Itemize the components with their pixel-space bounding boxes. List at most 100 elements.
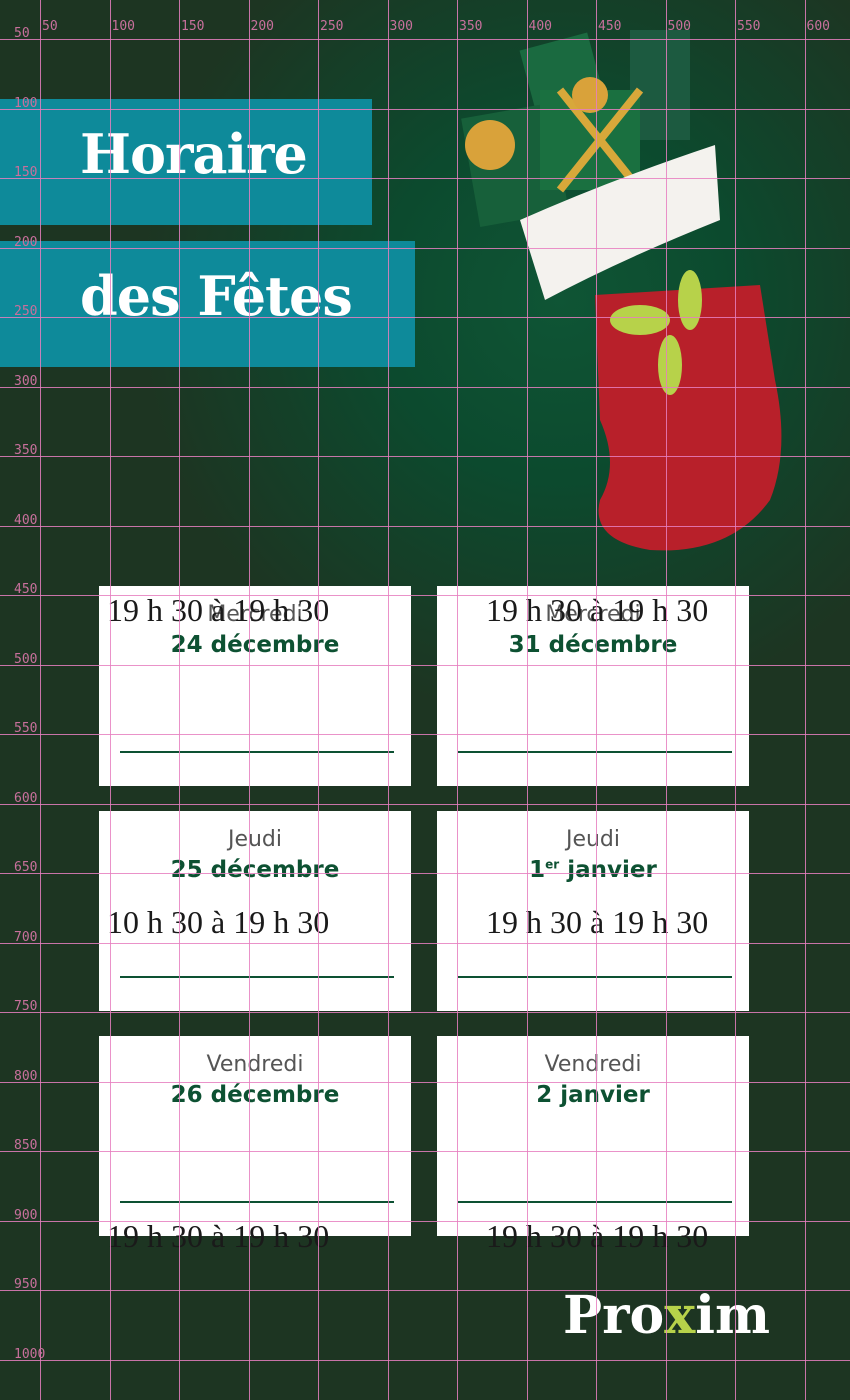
- grid-label-x: 200: [250, 19, 274, 34]
- grid-label-y: 800: [14, 1068, 38, 1084]
- grid-line-vertical: [735, 0, 736, 1400]
- grid-line-horizontal: [0, 803, 850, 805]
- schedule-card: Vendredi 2 janvier: [437, 1036, 749, 1236]
- grid-label-y: 650: [14, 860, 38, 875]
- schedule-card: Mercredi 31 décembre: [437, 586, 749, 786]
- grid-label-x: 500: [667, 19, 691, 34]
- schedule-card: Vendredi 26 décembre: [99, 1036, 411, 1236]
- grid-label-y: 550: [14, 721, 38, 736]
- title-band-1: [0, 99, 372, 225]
- hours-text: 19 h 30 à 19 h 30: [107, 1218, 330, 1254]
- divider: [120, 976, 394, 978]
- grid-line-horizontal: [0, 1290, 850, 1291]
- grid-line-horizontal: [0, 178, 850, 179]
- hours-text: 19 h 30 à 19 h 30: [107, 592, 330, 628]
- schedule-card: Jeudi 25 décembre: [99, 811, 411, 1011]
- grid-line-horizontal: [0, 1081, 850, 1083]
- grid-line-vertical: [179, 0, 180, 1400]
- grid-label-y: 150: [14, 165, 38, 180]
- grid-line-vertical: [596, 0, 597, 1400]
- grid-line-vertical: [457, 0, 458, 1400]
- divider: [120, 751, 394, 753]
- grid-label-y: 400: [14, 512, 38, 528]
- grid-line-vertical: [248, 0, 250, 1400]
- grid-line-horizontal: [0, 247, 850, 249]
- grid-label-y: 950: [14, 1277, 38, 1292]
- grid-label-y: 100: [14, 95, 38, 111]
- divider: [458, 1201, 732, 1203]
- grid-line-vertical: [40, 0, 41, 1400]
- day-label: Mercredi: [207, 602, 303, 627]
- day-label: Vendredi: [544, 1052, 642, 1077]
- grid-label-y: 450: [14, 582, 38, 597]
- grid-label-x: 600: [806, 19, 830, 34]
- hours-text: 19 h 30 à 19 h 30: [486, 592, 709, 628]
- day-label: Mercredi: [545, 602, 641, 627]
- grid-label-x: 300: [389, 19, 413, 34]
- divider: [458, 751, 732, 753]
- hours-text: 10 h 30 à 19 h 30: [107, 904, 330, 940]
- day-label: Vendredi: [206, 1052, 304, 1077]
- grid-label-y: 50: [14, 26, 30, 41]
- date-label: 25 décembre: [170, 857, 340, 883]
- grid-label-x: 450: [598, 19, 622, 34]
- grid-label-x: 350: [459, 19, 483, 34]
- hours-text: 19 h 30 à 19 h 30: [486, 1218, 709, 1254]
- grid-label-y: 250: [14, 304, 38, 319]
- grid-line-horizontal: [0, 1012, 850, 1013]
- grid-label-y: 900: [14, 1207, 38, 1223]
- grid-line-vertical: [526, 0, 528, 1400]
- grid-label-y: 350: [14, 443, 38, 458]
- divider: [458, 976, 732, 978]
- grid-line-horizontal: [0, 1359, 850, 1361]
- grid-label-x: 550: [737, 19, 761, 34]
- grid-label-y: 300: [14, 373, 38, 389]
- grid-label-y: 850: [14, 1138, 38, 1153]
- date-label: 1er janvier: [529, 857, 657, 883]
- grid-line-vertical: [109, 0, 111, 1400]
- title-line-2: des Fêtes: [80, 264, 353, 328]
- grid-line-vertical: [804, 0, 806, 1400]
- grid-label-x: 250: [320, 19, 344, 34]
- date-label: 26 décembre: [170, 1082, 340, 1108]
- proxim-logo: Proxim: [563, 1285, 770, 1346]
- grid-line-horizontal: [0, 873, 850, 874]
- grid-line-horizontal: [0, 456, 850, 457]
- grid-line-vertical: [318, 0, 319, 1400]
- grid-line-horizontal: [0, 1151, 850, 1152]
- grid-line-horizontal: [0, 1220, 850, 1222]
- date-label: 2 janvier: [536, 1082, 650, 1108]
- grid-line-horizontal: [0, 664, 850, 666]
- grid-line-horizontal: [0, 942, 850, 944]
- grid-line-horizontal: [0, 386, 850, 388]
- day-label: Jeudi: [227, 827, 283, 852]
- grid-label-y: 750: [14, 999, 38, 1014]
- date-label: 31 décembre: [508, 632, 678, 658]
- grid-line-vertical: [387, 0, 389, 1400]
- grid-label-x: 100: [111, 19, 135, 34]
- grid-line-horizontal: [0, 317, 850, 318]
- schedule-card: Mercredi 24 décembre: [99, 586, 411, 786]
- grid-line-horizontal: [0, 39, 850, 40]
- schedule-card: Jeudi 1er janvier: [437, 811, 749, 1011]
- grid-label-x: 50: [42, 19, 58, 34]
- stocking-illustration: [461, 30, 782, 551]
- title-line-1: Horaire: [80, 122, 308, 186]
- grid-label-x: 150: [181, 19, 205, 34]
- grid-line-horizontal: [0, 525, 850, 527]
- grid-line-horizontal: [0, 108, 850, 110]
- date-label: 24 décembre: [170, 632, 340, 658]
- divider: [120, 1201, 394, 1203]
- grid-label-x: 400: [528, 19, 552, 34]
- grid-label-y: 700: [14, 929, 38, 945]
- grid-line-vertical: [665, 0, 667, 1400]
- grid-label-y: 600: [14, 790, 38, 806]
- grid-line-horizontal: [0, 734, 850, 735]
- title-band-2: [0, 241, 415, 367]
- grid-label-y: 200: [14, 234, 38, 250]
- hours-text: 19 h 30 à 19 h 30: [486, 904, 709, 940]
- grid-label-y: 500: [14, 651, 38, 667]
- grid-line-horizontal: [0, 595, 850, 596]
- grid-label-y: 1000: [14, 1346, 46, 1362]
